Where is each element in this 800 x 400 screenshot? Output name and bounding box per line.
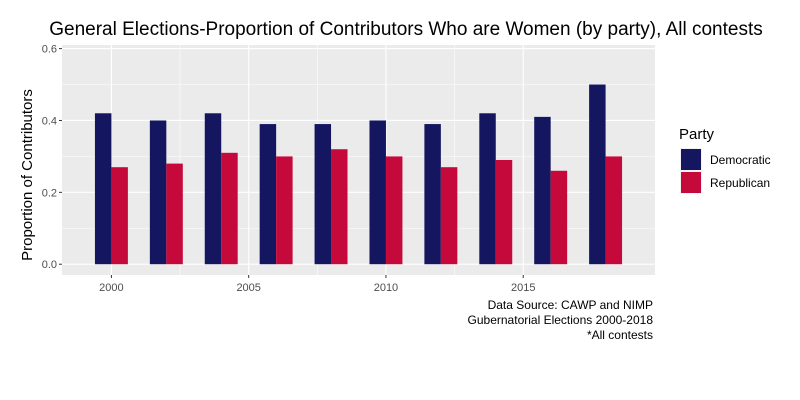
bar-democratic-2008 [314,124,332,265]
caption-line: Data Source: CAWP and NIMP [488,298,653,312]
y-tick-label: 0.2 [42,187,57,199]
y-tick-label: 0.4 [42,115,57,127]
bar-democratic-2014 [479,113,496,265]
legend-items: Democratic Republican [680,148,771,194]
bar-democratic-2012 [424,124,441,265]
x-tick-label: 2005 [236,282,260,294]
caption-line: *All contests [587,328,653,342]
bar-democratic-2010 [369,120,386,265]
bar-republican-2008 [331,149,348,265]
y-tick-label: 0.6 [42,44,57,56]
y-tick-label: 0.0 [42,259,57,271]
bar-republican-2002 [166,163,183,265]
bar-democratic-2016 [534,116,551,265]
bar-democratic-2000 [94,113,112,265]
y-axis-title: Proportion of Contributors [19,89,36,261]
bar-republican-2000 [111,167,128,265]
bar-democratic-2018 [589,84,606,265]
bar-democratic-2006 [259,124,277,265]
y-axis: 0.0 0.2 0.4 0.6 [42,44,62,271]
bar-democratic-2002 [149,120,167,265]
bar-republican-2018 [605,156,623,265]
bar-republican-2014 [495,160,513,265]
bar-republican-2016 [550,170,568,265]
legend-key-democratic [681,149,701,170]
x-axis: 2000 2005 2010 2015 [99,275,535,294]
legend-key-republican [681,172,701,193]
legend-title: Party [679,126,715,143]
bar-republican-2004 [221,152,238,265]
x-tick-label: 2015 [511,282,535,294]
caption: Data Source: CAWP and NIMP Gubernatorial… [468,298,654,342]
legend: Party Democratic Republican [679,126,771,194]
bar-democratic-2004 [204,113,222,265]
x-tick-label: 2010 [374,282,398,294]
x-tick-label: 2000 [99,282,123,294]
bars [94,84,623,265]
bar-republican-2010 [385,156,403,265]
bar-republican-2012 [440,167,458,265]
caption-line: Gubernatorial Elections 2000-2018 [468,313,654,327]
bar-republican-2006 [276,156,293,265]
legend-label-republican: Republican [710,176,770,190]
legend-label-democratic: Democratic [710,153,771,167]
chart-title: General Elections-Proportion of Contribu… [49,19,763,40]
